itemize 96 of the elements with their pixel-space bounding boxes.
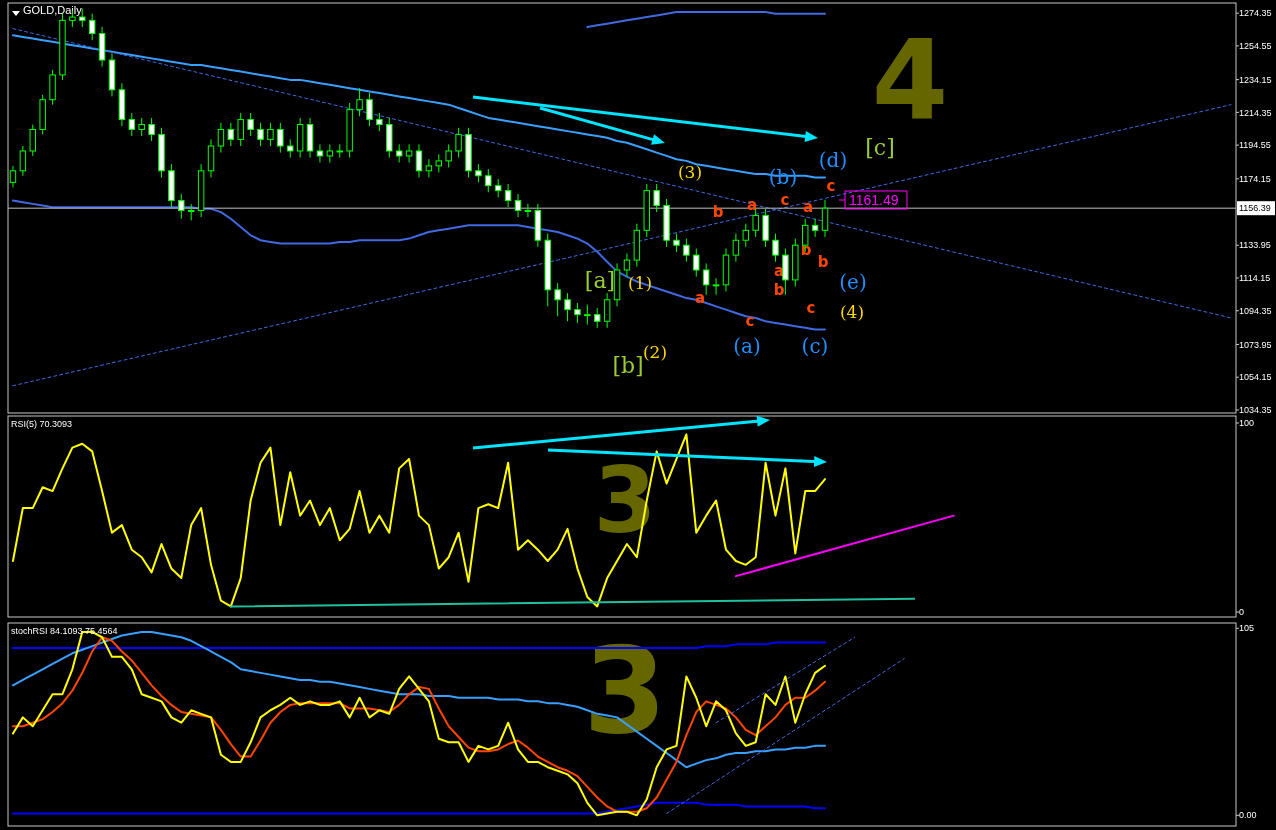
candlestick — [594, 307, 601, 329]
annotation: (2) — [642, 341, 668, 362]
candlestick — [514, 193, 522, 218]
candlestick — [277, 122, 284, 154]
chart-title: RSI(5) 70.3093 — [11, 419, 73, 429]
y-tick-label: 1194.55 — [1239, 140, 1271, 151]
line-series — [586, 11, 827, 28]
chart-title: GOLD,Daily — [23, 4, 83, 16]
y-tick-label: 0.00 — [1239, 810, 1257, 821]
candlestick — [504, 183, 512, 208]
y-tick-label: 1114.15 — [1239, 273, 1271, 284]
annotation: 3 — [583, 621, 667, 760]
candlestick — [485, 168, 492, 193]
candlestick — [257, 122, 264, 147]
candlestick — [19, 145, 27, 177]
candlestick — [821, 199, 829, 238]
ref-line-label: 1156.39 — [1239, 203, 1271, 214]
candlestick — [178, 193, 185, 220]
candlestick — [475, 163, 482, 183]
y-tick-label: 1073.95 — [1239, 339, 1272, 350]
candlestick — [405, 143, 413, 164]
candlestick — [326, 143, 334, 164]
annotation: (a) — [733, 334, 761, 358]
candlestick — [752, 208, 759, 238]
candlestick — [494, 178, 502, 198]
candlestick — [425, 158, 433, 178]
candlestick — [395, 143, 403, 164]
candlestick — [287, 138, 294, 159]
candlestick — [237, 112, 244, 147]
candlestick — [227, 122, 235, 147]
candlestick — [316, 143, 324, 164]
annotation: c — [780, 191, 790, 210]
y-tick-label: 1254.55 — [1239, 41, 1272, 52]
annotation: 1161.49 — [849, 191, 899, 208]
y-tick-label: 100 — [1239, 418, 1255, 429]
candlestick — [247, 112, 254, 137]
candlestick — [217, 122, 225, 154]
annotation: a — [746, 196, 758, 215]
annotation: b — [773, 281, 785, 300]
candlestick — [603, 292, 611, 329]
candlestick — [801, 218, 809, 253]
y-tick-label: 1234.15 — [1239, 74, 1272, 85]
annotation: (3) — [677, 161, 703, 182]
candlestick — [772, 233, 779, 263]
y-tick-label: 1274.35 — [1239, 8, 1272, 19]
annotation: (4) — [839, 301, 865, 322]
y-tick-label: 1133.95 — [1239, 240, 1271, 251]
annotation: (e) — [839, 270, 867, 294]
y-tick-label: 105 — [1239, 623, 1255, 634]
y-tick-label: 1094.35 — [1239, 305, 1272, 316]
candlestick — [128, 112, 136, 137]
annotation: b — [712, 203, 724, 222]
annotation: c — [826, 177, 836, 196]
annotation: c — [745, 312, 755, 331]
y-tick-label: 1214.35 — [1239, 107, 1272, 118]
candlestick — [267, 122, 274, 147]
annotation: [b] — [612, 352, 644, 378]
candlestick — [435, 153, 443, 173]
candlestick — [376, 112, 383, 132]
candlestick — [811, 218, 819, 238]
candlestick — [623, 252, 631, 278]
candlestick — [366, 92, 373, 127]
candlestick — [732, 233, 740, 263]
candlestick — [415, 143, 423, 178]
annotation: [a] — [584, 267, 616, 293]
line-series — [11, 433, 827, 608]
candlestick — [138, 117, 145, 137]
candlestick — [29, 124, 36, 157]
candlestick — [445, 143, 452, 168]
candlestick — [574, 302, 581, 324]
annotation: c — [806, 299, 816, 318]
candlestick — [88, 13, 96, 41]
candlestick — [683, 238, 690, 263]
candlestick — [653, 183, 660, 213]
candlestick — [564, 292, 571, 322]
candlestick — [712, 277, 720, 296]
candlestick — [673, 233, 680, 253]
candlestick — [455, 127, 462, 159]
candlestick — [742, 223, 750, 248]
line-series — [11, 801, 827, 815]
annotation: b — [817, 253, 829, 272]
y-tick-label: 1054.15 — [1239, 372, 1272, 383]
candlestick — [148, 117, 155, 142]
y-tick-label: 1034.35 — [1239, 405, 1272, 416]
candlestick — [693, 248, 700, 278]
candlestick — [524, 203, 532, 218]
candlestick — [554, 282, 561, 317]
candlestick — [356, 87, 363, 117]
annotation: (c) — [801, 334, 829, 358]
chart-title: stochRSI 84.1093 75.4564 — [11, 626, 118, 636]
candlestick — [584, 304, 591, 326]
y-tick-label: 0 — [1239, 607, 1245, 618]
annotation: (d) — [818, 148, 848, 172]
candlestick — [702, 262, 710, 296]
annotation: a — [802, 198, 814, 217]
y-tick-label: 1174.15 — [1239, 173, 1271, 184]
